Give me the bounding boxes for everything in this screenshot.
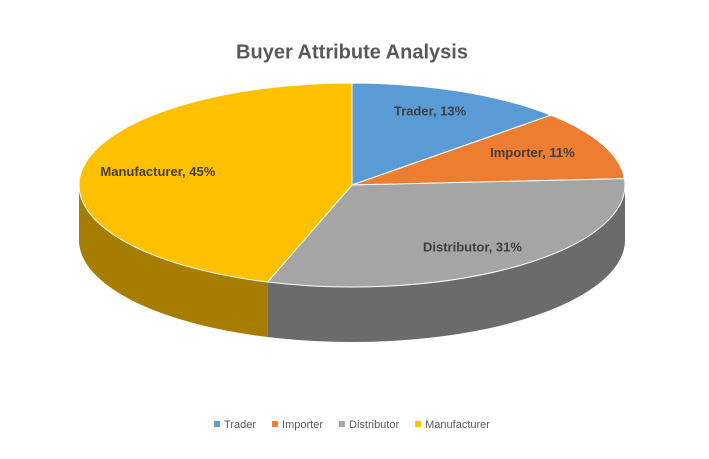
legend-swatch xyxy=(214,421,221,427)
legend-swatch xyxy=(339,421,346,427)
slice-side-shade xyxy=(267,185,625,342)
slice-side xyxy=(267,185,625,342)
slice xyxy=(351,82,553,186)
data-label: Manufacturer, 45% xyxy=(100,164,215,179)
legend-label: Distributor xyxy=(349,419,399,431)
slice xyxy=(78,82,353,283)
slice-side xyxy=(78,185,268,338)
legend-swatch xyxy=(415,421,422,427)
legend-swatch xyxy=(272,421,279,427)
legend-label: Trader xyxy=(224,419,256,431)
legend-label: Manufacturer xyxy=(425,419,490,431)
chart-title: Buyer Attribute Analysis xyxy=(236,41,468,63)
legend-label: Importer xyxy=(282,419,323,431)
slice-side-shade xyxy=(78,185,268,338)
slice xyxy=(351,114,626,186)
data-label: Importer, 11% xyxy=(490,145,575,160)
slice xyxy=(266,178,626,288)
data-label: Trader, 13% xyxy=(394,103,467,118)
data-label: Distributor, 31% xyxy=(423,239,522,254)
